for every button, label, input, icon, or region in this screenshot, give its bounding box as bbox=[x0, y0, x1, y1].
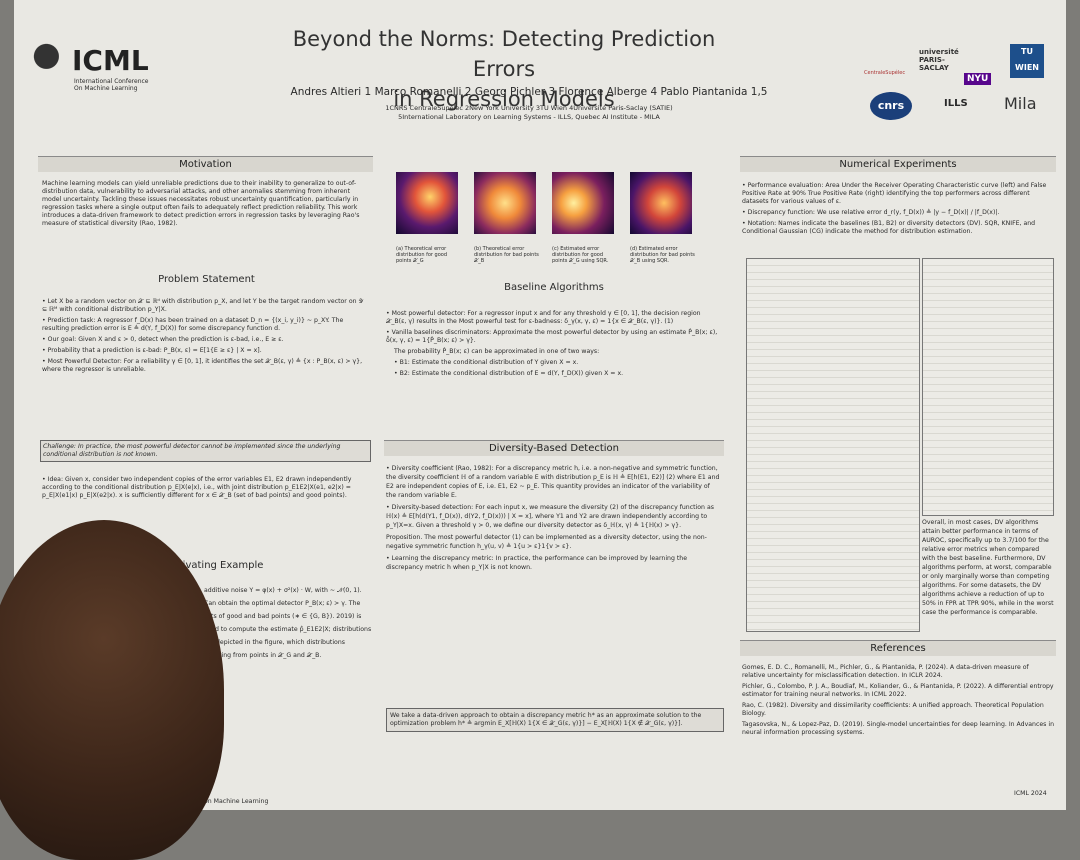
partner-logo: cnrs bbox=[870, 92, 912, 120]
figure-caption: (b) Theoretical error distribution for b… bbox=[474, 246, 539, 264]
conclusion: Overall, in most cases, DV algorithms at… bbox=[922, 519, 1054, 616]
bullet: Most powerful detector: For a regressor … bbox=[386, 310, 721, 326]
bullet: Prediction task: A regressor f_D(x) has … bbox=[42, 317, 367, 333]
problem-list: Let X be a random vector on 𝒳 ⊆ ℝᵈ with … bbox=[42, 298, 367, 377]
section-heading: Motivating Example bbox=[164, 560, 264, 571]
bullet: Discrepancy function: We use relative er… bbox=[742, 209, 1054, 217]
affiliations: 1CNRS CentraleSupélec 2New York Universi… bbox=[264, 104, 794, 122]
figure-caption: (c) Estimated error distribution for goo… bbox=[552, 246, 609, 264]
foreground-head bbox=[0, 520, 224, 860]
logo-sub: International Conference On Machine Lear… bbox=[74, 78, 149, 92]
figure-caption: (d) Estimated error distribution for bad… bbox=[630, 246, 695, 264]
bullet: Notation: Names indicate the baselines (… bbox=[742, 220, 1054, 236]
reference: Pichler, G., Colombo, P. J. A., Boudiaf,… bbox=[742, 683, 1054, 698]
partner-logo: université PARIS-SACLAY bbox=[919, 48, 959, 72]
title-line: in Regression Models bbox=[393, 87, 615, 111]
partner-logo: TU WIEN bbox=[1010, 44, 1044, 78]
heatmap bbox=[474, 172, 536, 234]
heatmap bbox=[630, 172, 692, 234]
title-line: Beyond the Norms: Detecting Prediction E… bbox=[292, 27, 716, 81]
bullet: Let X be a random vector on 𝒳 ⊆ ℝᵈ with … bbox=[42, 298, 367, 314]
title: Beyond the Norms: Detecting Prediction E… bbox=[264, 24, 744, 114]
partner-logo: Mila bbox=[1004, 94, 1037, 113]
affiliation-line: 1CNRS CentraleSupélec 2New York Universi… bbox=[385, 104, 673, 112]
text: The probability P̂_B(x; ε) can be approx… bbox=[394, 348, 600, 355]
logo: ICML bbox=[72, 44, 149, 77]
heatmap bbox=[396, 172, 458, 234]
numerical-list: Performance evaluation: Area Under the R… bbox=[742, 182, 1054, 239]
bullet: Learning the discrepancy metric: In prac… bbox=[386, 554, 721, 572]
idea: Idea: Given x, consider two independent … bbox=[42, 476, 367, 503]
bullet: Our goal: Given X and ε > 0, detect when… bbox=[42, 336, 367, 344]
bullet: B2: Estimate the conditional distributio… bbox=[394, 370, 721, 378]
logo-sub-line: On Machine Learning bbox=[74, 85, 138, 92]
partner-logo: CentraleSupélec bbox=[864, 70, 906, 76]
text: Proposition. The most powerful detector … bbox=[386, 534, 707, 550]
authors: Andres Altieri 1 Marco Romanelli 2 Georg… bbox=[290, 86, 768, 98]
bullet: Most Powerful Detector: For a reliabilit… bbox=[42, 358, 367, 374]
bullet: Probability that a prediction is ε-bad: … bbox=[42, 347, 367, 355]
motivating-text: additive noise Y = φ(x) + σ²(x) · W, wit… bbox=[204, 587, 372, 659]
section-heading: References bbox=[740, 640, 1056, 656]
section-heading: Problem Statement bbox=[158, 274, 255, 285]
motivation-text: Machine learning models can yield unreli… bbox=[42, 180, 360, 227]
diversity-list: Diversity coefficient (Rao, 1982): For a… bbox=[386, 464, 721, 575]
bullet: B1: Estimate the conditional distributio… bbox=[394, 359, 721, 367]
logo-sub-line: International Conference bbox=[74, 78, 149, 85]
references: Gomes, E. D. C., Romanelli, M., Pichler,… bbox=[742, 664, 1054, 740]
reference: Rao, C. (1982). Diversity and dissimilar… bbox=[742, 702, 1044, 717]
heatmap bbox=[552, 172, 614, 234]
bullet: Idea: Given x, consider two independent … bbox=[42, 476, 367, 500]
footer-text: on Machine Learning bbox=[204, 798, 269, 805]
results-table bbox=[746, 258, 920, 632]
icml-logo-mark bbox=[32, 42, 68, 78]
figure-caption: (a) Theoretical error distribution for g… bbox=[396, 246, 448, 264]
bullet: Performance evaluation: Area Under the R… bbox=[742, 182, 1054, 206]
partner-logo: ILLS bbox=[944, 98, 968, 109]
challenge-box: Challenge: In practice, the most powerfu… bbox=[40, 440, 371, 462]
results-table bbox=[922, 258, 1054, 516]
bullet: Vanilla baselines discriminators: Approx… bbox=[386, 329, 721, 345]
partner-logo: NYU bbox=[964, 73, 992, 85]
affiliation-line: 5International Laboratory on Learning Sy… bbox=[398, 113, 660, 121]
footer-text: ICML 2024 bbox=[1014, 790, 1047, 797]
baseline-list: Most powerful detector: For a regressor … bbox=[386, 310, 721, 381]
section-heading: Baseline Algorithms bbox=[504, 282, 604, 293]
highlight-box: We take a data-driven approach to obtain… bbox=[386, 708, 724, 732]
reference: Gomes, E. D. C., Romanelli, M., Pichler,… bbox=[742, 664, 1029, 679]
section-heading: Diversity-Based Detection bbox=[384, 440, 724, 456]
reference: Tagasovska, N., & Lopez-Paz, D. (2019). … bbox=[742, 721, 1054, 736]
section-heading: Motivation bbox=[38, 156, 373, 172]
page: ICML International Conference On Machine… bbox=[0, 0, 1080, 810]
section-heading: Numerical Experiments bbox=[740, 156, 1056, 172]
bullet: Diversity-based detection: For each inpu… bbox=[386, 503, 721, 530]
bullet: Diversity coefficient (Rao, 1982): For a… bbox=[386, 464, 721, 500]
